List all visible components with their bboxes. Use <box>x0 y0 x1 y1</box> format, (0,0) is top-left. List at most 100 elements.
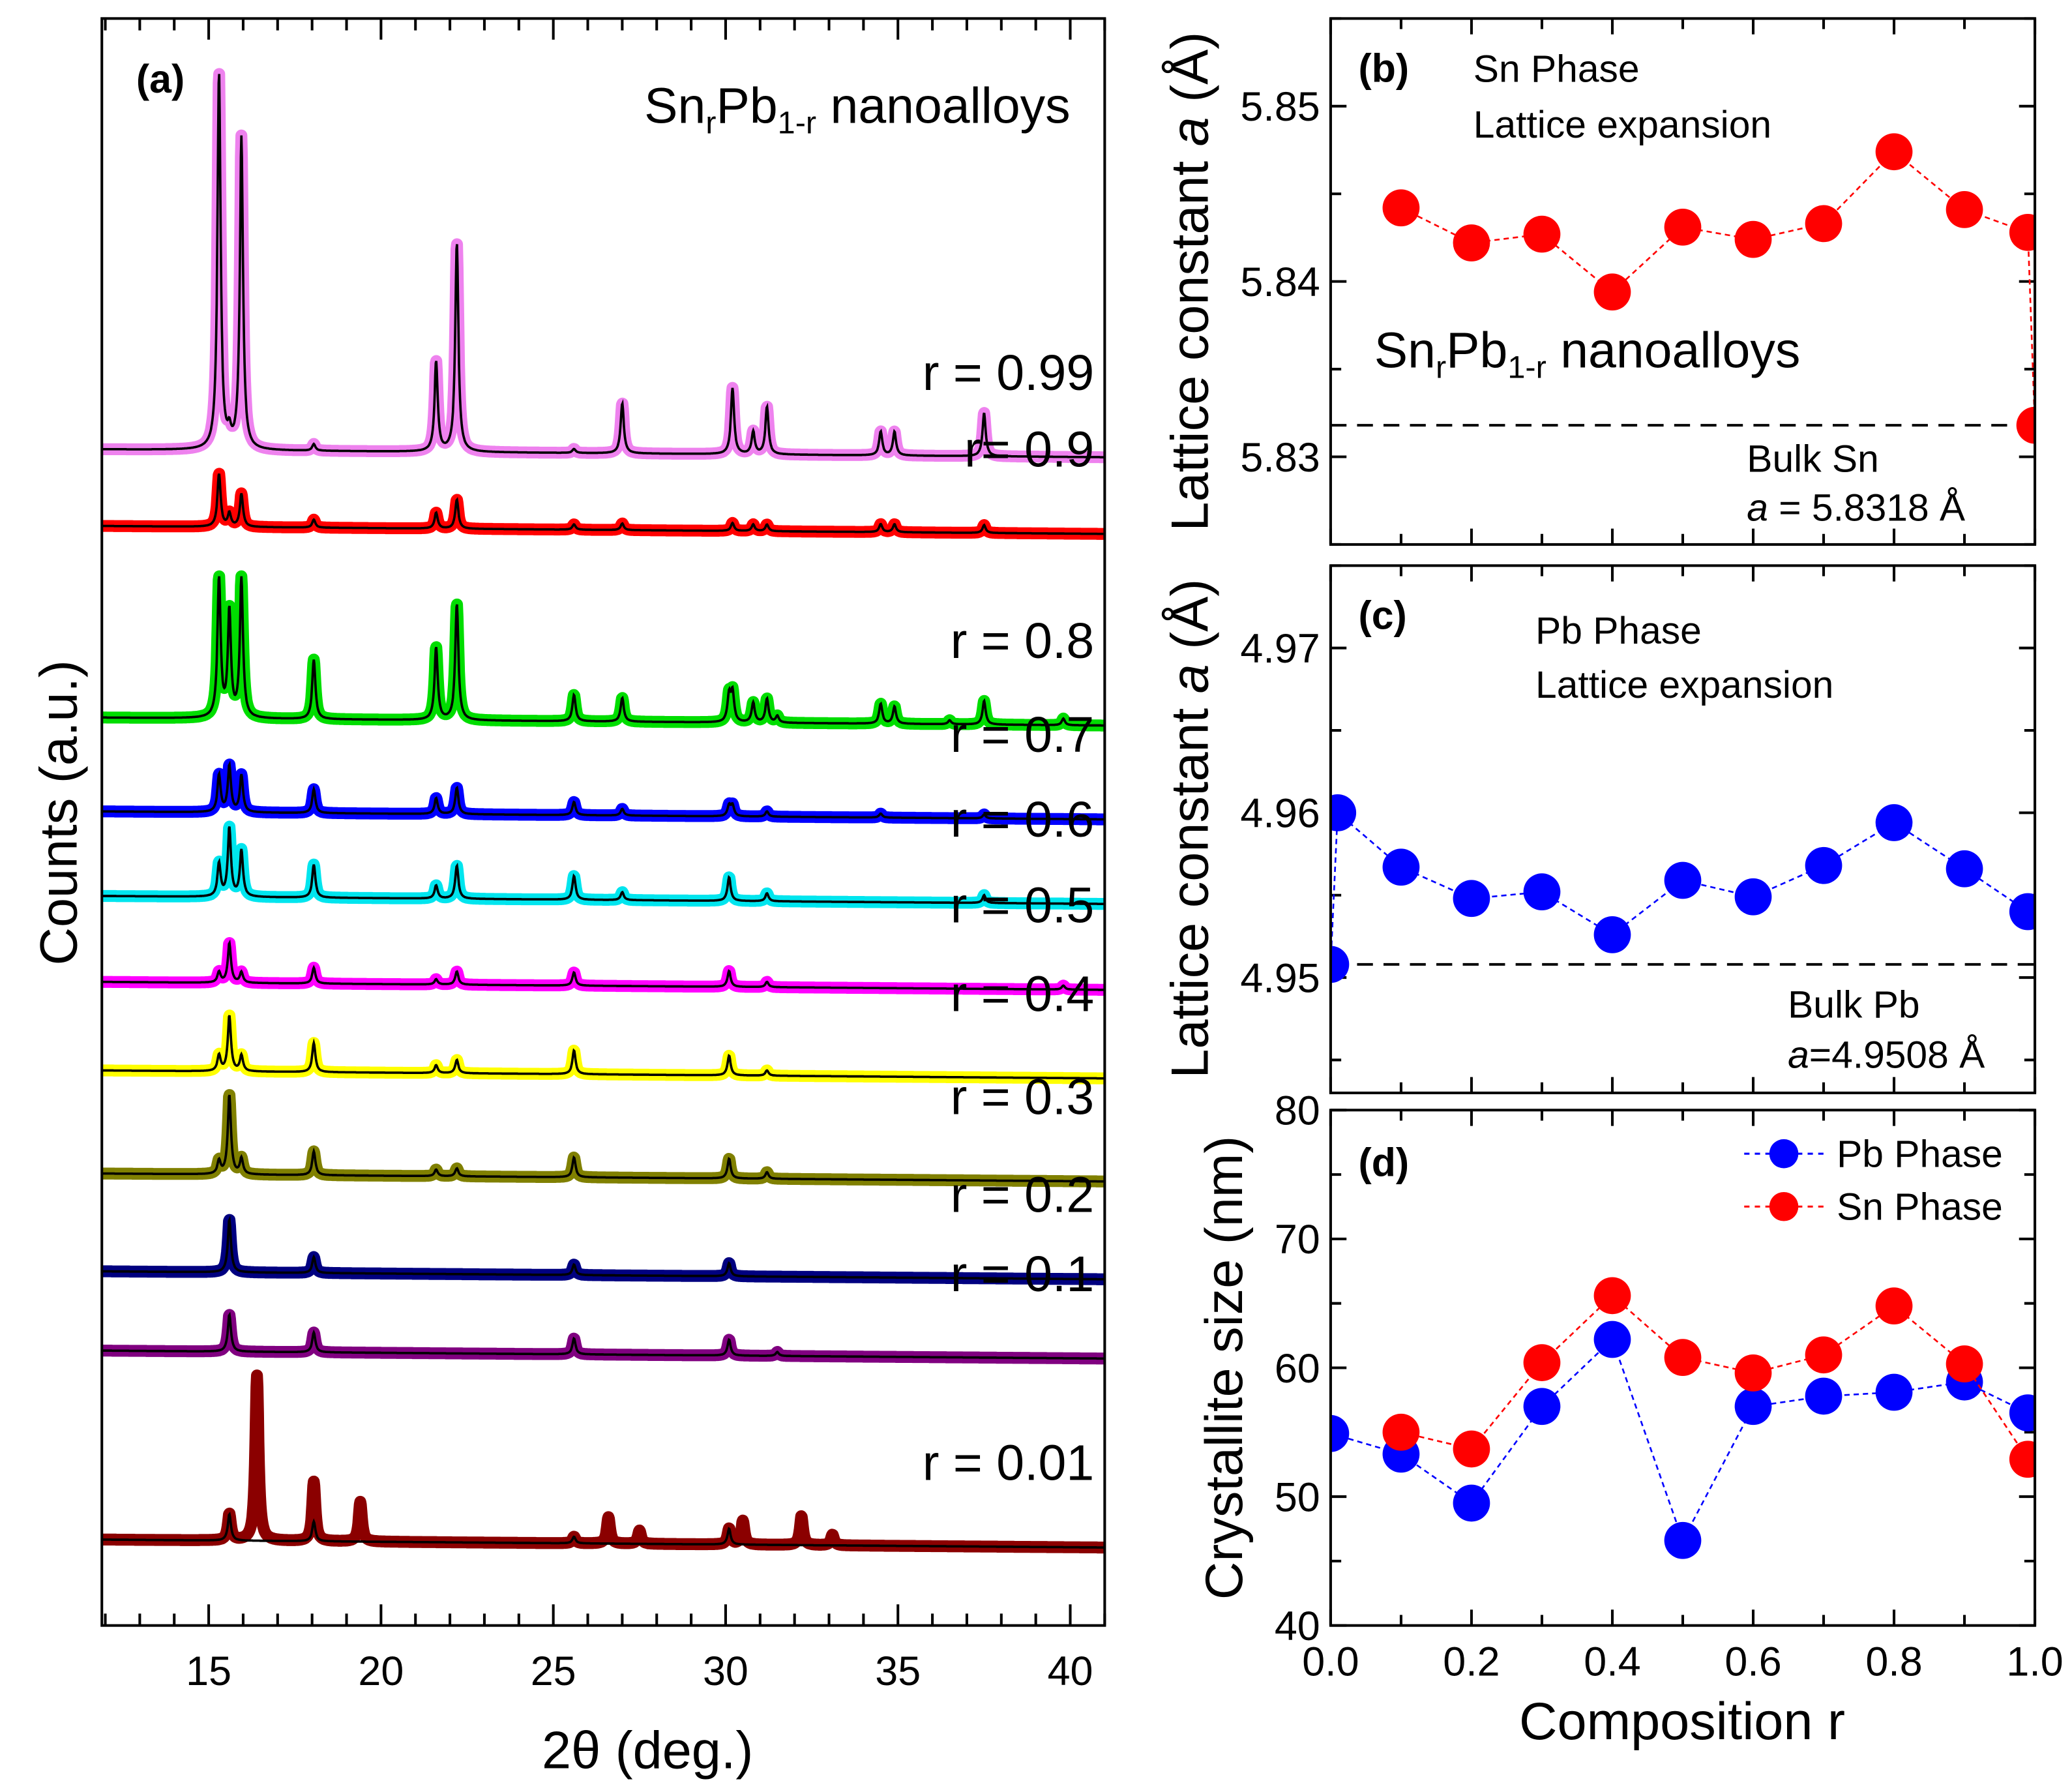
x-tick-label: 25 <box>531 1649 576 1694</box>
panel-a-x-axis: 15 20 25 30 35 40 <box>104 18 1106 1694</box>
panel-c-y-axis-title: Lattice constant a (Å) <box>1161 579 1219 1079</box>
data-point <box>1946 1345 1983 1382</box>
data-point <box>1523 873 1561 911</box>
panel-c-annotation-2: Lattice expansion <box>1535 664 1833 706</box>
fit-line-6 <box>102 1015 1105 1080</box>
x-tick-label: 35 <box>875 1649 921 1694</box>
x-tick-label: 1.0 <box>2006 1639 2063 1685</box>
data-point <box>1946 850 1983 888</box>
data-point <box>1805 846 1843 884</box>
fit-line-1 <box>102 473 1105 535</box>
data-point <box>1875 1373 1913 1411</box>
data-point <box>1805 1336 1843 1374</box>
data-point <box>1805 205 1843 243</box>
trace-label-6: r = 0.4 <box>951 966 1094 1022</box>
trace-label-3: r = 0.7 <box>951 707 1094 763</box>
series-line-0 <box>1330 1337 2028 1543</box>
panel-a-x-axis-title: 2θ (deg.) <box>542 1722 753 1780</box>
data-point <box>1734 220 1772 258</box>
trace-label-7: r = 0.3 <box>951 1069 1094 1125</box>
plot-area <box>1330 794 2035 983</box>
data-point <box>1734 1388 1772 1426</box>
y-tick-label: 4.96 <box>1240 791 1320 837</box>
panel-b-sn-lattice: 5.83 5.84 5.85 (b) Sn Phase Lattice expans… <box>1161 17 2037 546</box>
y-tick-label: 80 <box>1275 1088 1320 1134</box>
trace-label-10: r = 0.01 <box>923 1435 1094 1491</box>
panel-a-title: SnrPb1-r nanoalloys <box>644 78 1071 140</box>
fit-line-7 <box>102 1094 1105 1183</box>
legend-label-pb: Pb Phase <box>1837 1133 2003 1175</box>
trace-label-4: r = 0.6 <box>951 792 1094 848</box>
data-point <box>2009 893 2035 931</box>
trace-label-9: r = 0.1 <box>951 1246 1094 1302</box>
data-point <box>1453 880 1490 918</box>
data-point <box>1523 215 1561 253</box>
panel-d-x-axis-title: Composition r <box>1519 1692 1845 1751</box>
data-point <box>1382 189 1420 227</box>
series-line-0 <box>1400 150 2035 426</box>
series-line-1 <box>1400 1294 2029 1460</box>
data-point <box>1523 1344 1561 1381</box>
data-point <box>1453 224 1490 261</box>
y-tick-label: 50 <box>1275 1474 1320 1520</box>
data-point <box>1593 1277 1631 1315</box>
x-tick-label: 0.4 <box>1584 1639 1640 1685</box>
x-tick-label: 0.6 <box>1724 1639 1781 1685</box>
bulk-sn-label: Bulk Sn <box>1747 438 1878 480</box>
fit-line-4 <box>102 826 1105 905</box>
legend: Pb Phase Sn Phase <box>1744 1133 2003 1229</box>
x-tick-label: 0.8 <box>1865 1639 1922 1685</box>
fit-line-2 <box>102 576 1105 727</box>
panel-d-frame <box>1329 1109 2037 1627</box>
panel-d-crystallite-size: 0.0 0.2 0.4 0.6 0.8 1.0 40 50 60 70 80 (d) Pb Phas… <box>1195 1088 2064 1751</box>
panel-b-annotation-1: Sn Phase <box>1473 48 1640 91</box>
data-point <box>1664 1521 1702 1559</box>
data-point <box>1593 1321 1631 1358</box>
data-point <box>1664 861 1702 899</box>
panel-b-y-axis-title: Lattice constant a (Å) <box>1161 32 1219 531</box>
data-point <box>1453 1484 1490 1522</box>
data-point <box>1734 878 1772 916</box>
panel-b-label: (b) <box>1358 46 1409 91</box>
x-tick-label: 40 <box>1048 1649 1093 1694</box>
y-tick-label: 4.95 <box>1240 955 1320 1001</box>
panel-d-label: (d) <box>1358 1141 1409 1185</box>
x-tick-label: 0.2 <box>1443 1639 1500 1685</box>
data-point <box>2016 406 2035 444</box>
legend-marker-sn <box>1769 1191 1799 1221</box>
data-point <box>1330 1414 1350 1452</box>
data-point <box>1875 1287 1913 1325</box>
y-tick-label: 60 <box>1275 1346 1320 1392</box>
panel-a-y-axis-title: Counts (a.u.) <box>30 660 89 965</box>
trace-label-2: r = 0.8 <box>951 613 1094 669</box>
data-point <box>1946 191 1983 228</box>
data-point <box>1664 1339 1702 1377</box>
data-point <box>1453 1430 1490 1468</box>
y-tick-label: 5.84 <box>1240 260 1320 305</box>
data-point <box>2009 214 2035 251</box>
fit-line-8 <box>102 1215 1105 1281</box>
y-tick-label: 4.97 <box>1240 626 1320 672</box>
plot-area <box>1330 1277 2035 1559</box>
data-point <box>1382 848 1420 886</box>
fit-line-0 <box>102 74 1105 459</box>
panel-b-annotation-2: Lattice expansion <box>1473 104 1771 146</box>
x-tick-label: 20 <box>358 1649 404 1694</box>
panel-d-y-axis-title: Crystallite size (nm) <box>1195 1136 1254 1600</box>
trace-label-8: r = 0.2 <box>951 1167 1094 1223</box>
fit-line-9 <box>102 1311 1105 1360</box>
plot-area <box>1382 133 2035 444</box>
legend-marker-pb <box>1769 1139 1799 1169</box>
data-point <box>1330 794 1357 831</box>
y-tick-label: 70 <box>1275 1217 1320 1262</box>
data-point <box>1664 208 1702 246</box>
panel-c-frame <box>1329 564 2037 1094</box>
data-point <box>1875 804 1913 841</box>
trace-label-1: r= 0.9 <box>964 421 1094 477</box>
fit-line-3 <box>102 760 1105 821</box>
panel-a-label: (a) <box>136 57 185 101</box>
data-point <box>2009 1394 2035 1431</box>
trace-labels: r = 0.99 r= 0.9 r = 0.8 r = 0.7 r = 0.6 r = 0… <box>923 345 1094 1491</box>
panel-c-label: (c) <box>1358 593 1406 638</box>
